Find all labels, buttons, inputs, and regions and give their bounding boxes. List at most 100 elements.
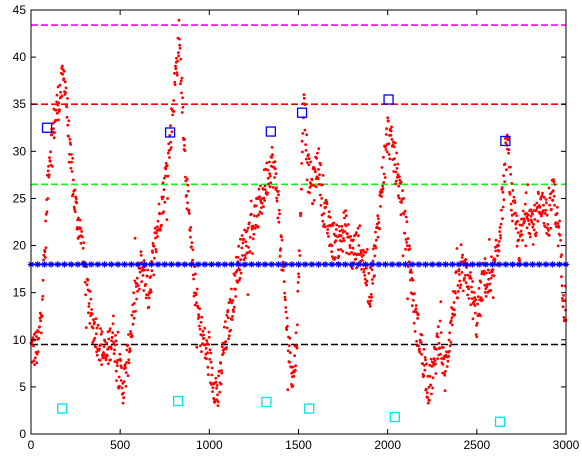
signal-point (384, 148, 388, 151)
signal-point (316, 177, 320, 181)
signal-point (303, 128, 307, 132)
signal-point (236, 281, 239, 284)
signal-point (422, 374, 426, 378)
signal-point (176, 51, 180, 55)
signal-point (141, 266, 145, 270)
signal-point (541, 209, 545, 212)
mid-line-star (275, 261, 282, 268)
signal-point (126, 374, 130, 378)
x-tick-label: 2500 (463, 438, 490, 452)
signal-point (560, 253, 564, 256)
signal-point (266, 176, 270, 180)
signal-point (496, 254, 499, 257)
signal-point (234, 295, 238, 298)
y-tick-label: 45 (13, 3, 27, 17)
signal-point (246, 293, 250, 296)
signal-point (399, 213, 403, 217)
signal-point (188, 212, 191, 215)
signal-point (168, 134, 172, 137)
signal-point (69, 143, 72, 146)
signal-point (115, 361, 119, 364)
signal-point (394, 182, 397, 186)
signal-point (76, 226, 79, 229)
signal-point (545, 201, 548, 205)
signal-point (95, 326, 99, 330)
signal-point (509, 172, 513, 176)
signal-point (234, 287, 237, 291)
signal-point (320, 197, 324, 200)
signal-point (342, 239, 346, 243)
signal-point (172, 110, 176, 113)
signal-point (311, 202, 315, 206)
signal-point (307, 153, 310, 157)
signal-point (281, 269, 285, 272)
signal-point (143, 268, 146, 272)
signal-point (109, 347, 113, 351)
signal-point (348, 246, 352, 250)
signal-point (556, 205, 559, 209)
signal-point (197, 324, 201, 328)
signal-point (512, 195, 516, 199)
signal-point (390, 125, 393, 129)
signal-point (337, 254, 341, 258)
signal-point (170, 130, 174, 134)
signal-point (88, 322, 92, 325)
mid-line-star (228, 261, 235, 268)
mid-line-star (34, 261, 41, 268)
mid-line-star (141, 261, 148, 268)
signal-point (110, 339, 113, 343)
signal-point (288, 336, 292, 340)
signal-point (113, 360, 117, 363)
signal-point (525, 226, 529, 230)
mid-line-star (522, 261, 530, 268)
signal-point (224, 340, 228, 343)
mid-line-star (375, 261, 382, 268)
x-tick-label: 1000 (196, 438, 223, 452)
signal-point (206, 351, 210, 355)
mid-line-star (422, 261, 429, 268)
signal-point (209, 360, 213, 364)
signal-point (471, 317, 475, 321)
signal-point (325, 202, 329, 206)
signal-point (64, 103, 68, 107)
signal-point (135, 282, 139, 285)
signal-point (198, 327, 202, 331)
mid-line-star (101, 261, 108, 268)
signal-point (52, 127, 55, 130)
mid-line-star (188, 261, 195, 268)
signal-point (318, 173, 321, 177)
signal-point (198, 307, 202, 311)
mid-line-star (114, 261, 122, 268)
signal-point (191, 248, 195, 252)
mid-line-star (128, 261, 135, 268)
mid-line-star (348, 261, 356, 268)
signal-point (294, 364, 297, 368)
signal-point (99, 327, 102, 331)
signal-point (74, 197, 78, 201)
signal-point (404, 247, 407, 251)
y-tick-label: 35 (13, 97, 27, 111)
signal-point (229, 328, 233, 332)
signal-point (69, 153, 73, 156)
signal-point (411, 278, 415, 282)
signal-point (278, 254, 282, 258)
signal-point (112, 352, 116, 356)
low-marker (57, 403, 68, 414)
signal-point (545, 213, 549, 217)
signal-point (374, 230, 377, 234)
signal-point (395, 176, 399, 179)
signal-point (288, 351, 292, 355)
signal-point (394, 179, 398, 183)
signal-point (341, 228, 344, 232)
signal-point (501, 217, 504, 221)
signal-point (225, 326, 229, 330)
signal-point (368, 304, 372, 308)
signal-point (167, 142, 171, 146)
signal-point (344, 214, 348, 218)
signal-point (357, 234, 360, 238)
signal-point (483, 257, 487, 260)
signal-point (138, 270, 142, 274)
low-marker (261, 396, 272, 408)
signal-point (387, 119, 390, 123)
signal-point (87, 305, 91, 308)
